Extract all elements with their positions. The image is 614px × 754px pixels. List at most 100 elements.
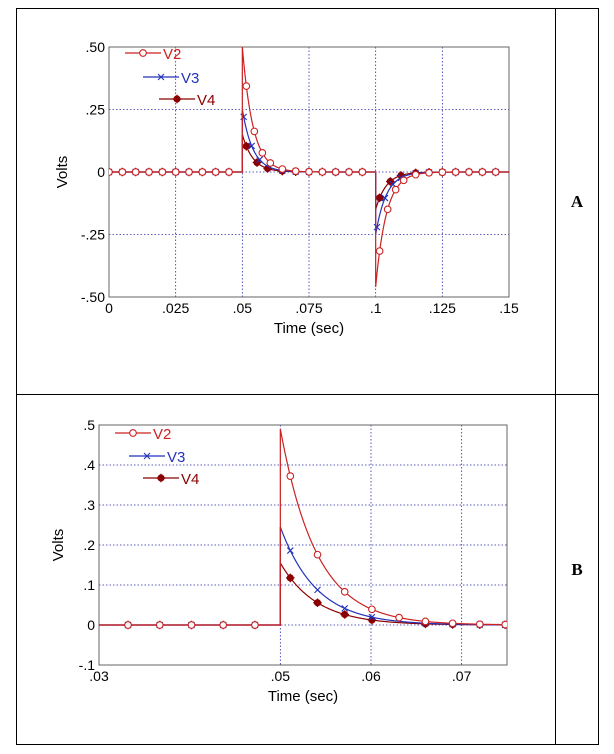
plot-layer bbox=[109, 47, 509, 288]
x-tick-label: .1 bbox=[370, 300, 382, 316]
data-point-v3 bbox=[248, 142, 256, 150]
chart-a: 0 .025 .05 .075 .1 .125 .15 .50 .25 0 -.25 -.50 Time… bbox=[54, 39, 519, 337]
data-point-v3 bbox=[286, 547, 294, 554]
y-tick-label: .1 bbox=[83, 577, 95, 593]
series-line-v3 bbox=[99, 526, 507, 626]
x-tick-label: .05 bbox=[271, 668, 291, 684]
data-point-v2 bbox=[171, 168, 180, 176]
y-tick-label: .5 bbox=[83, 417, 95, 433]
data-point-v2 bbox=[286, 472, 295, 480]
legend-label-v2: V2 bbox=[163, 46, 181, 63]
legend-label-v3: V3 bbox=[167, 449, 185, 466]
data-point-v2 bbox=[211, 168, 220, 176]
y-tick-label: .3 bbox=[83, 497, 95, 513]
data-point-v2 bbox=[145, 168, 153, 176]
plot-area bbox=[98, 424, 508, 666]
data-point-v2 bbox=[198, 168, 207, 176]
data-point-v4 bbox=[340, 610, 350, 619]
data-point-v2 bbox=[399, 176, 408, 185]
data-point-v2 bbox=[242, 82, 251, 90]
y-axis-label: Volts bbox=[54, 156, 71, 189]
data-point-v2 bbox=[395, 613, 403, 622]
data-point-v3 bbox=[314, 586, 321, 594]
data-point-v2 bbox=[124, 621, 132, 629]
plot-layer bbox=[99, 428, 507, 630]
legend-marker-v3 bbox=[157, 73, 165, 81]
data-point-v2 bbox=[278, 165, 287, 173]
legend: V2 V3 V4 bbox=[115, 426, 199, 488]
data-point-v2 bbox=[158, 168, 167, 176]
data-point-v2 bbox=[383, 205, 392, 214]
y-tick-label: .2 bbox=[83, 537, 95, 553]
y-axis-label: Volts bbox=[50, 529, 67, 562]
data-point-v3 bbox=[341, 605, 349, 612]
data-point-v2 bbox=[250, 127, 259, 136]
data-point-v3 bbox=[256, 156, 264, 164]
series-line-v2 bbox=[99, 428, 507, 626]
y-tick-label: .25 bbox=[86, 102, 106, 118]
data-point-v2 bbox=[331, 168, 340, 176]
legend-marker-v4 bbox=[156, 473, 166, 483]
x-tick-label: .06 bbox=[361, 668, 381, 684]
data-point-v3 bbox=[373, 223, 381, 231]
data-point-v2 bbox=[109, 168, 113, 176]
data-point-v2 bbox=[425, 168, 433, 177]
data-point-v2 bbox=[491, 168, 500, 176]
panel-a-cell: 0 .025 .05 .075 .1 .125 .15 .50 .25 0 -.25 -.50 Time… bbox=[16, 8, 556, 395]
data-point-v2 bbox=[391, 185, 400, 194]
y-tick-label: -.25 bbox=[81, 227, 105, 243]
data-point-v2 bbox=[451, 168, 460, 176]
x-axis-label: Time (sec) bbox=[274, 320, 344, 337]
y-tick-label: .4 bbox=[83, 457, 95, 473]
data-point-v2 bbox=[251, 621, 259, 629]
data-point-v4 bbox=[286, 573, 295, 583]
data-point-v4-star bbox=[242, 141, 251, 151]
data-point-v2 bbox=[118, 168, 127, 176]
data-point-v2 bbox=[411, 170, 420, 179]
data-point-v2 bbox=[340, 587, 349, 596]
data-point-v2 bbox=[448, 619, 457, 628]
y-tick-label: -.1 bbox=[79, 657, 96, 673]
data-point-v2 bbox=[318, 168, 327, 176]
data-point-v2 bbox=[266, 159, 275, 167]
series-v2 bbox=[99, 428, 507, 629]
data-point-v2 bbox=[187, 621, 196, 629]
legend-marker-v4-star bbox=[172, 94, 182, 104]
x-tick-label: .07 bbox=[452, 668, 472, 684]
panel-b-label: B bbox=[555, 394, 599, 745]
data-point-v2 bbox=[501, 620, 507, 629]
x-axis-label: Time (sec) bbox=[268, 688, 338, 705]
data-point-v4 bbox=[313, 598, 322, 608]
data-point-v2 bbox=[358, 168, 367, 176]
data-point-v2 bbox=[225, 168, 233, 176]
data-point-v4-star bbox=[313, 598, 322, 608]
data-point-v2 bbox=[438, 168, 447, 177]
data-point-v3 bbox=[381, 194, 389, 202]
data-point-v4 bbox=[375, 193, 384, 203]
data-point-v2 bbox=[345, 168, 353, 176]
x-tick-label: .025 bbox=[162, 300, 189, 316]
data-point-v2 bbox=[421, 617, 430, 626]
data-point-v2 bbox=[258, 148, 267, 157]
series-v2 bbox=[109, 47, 509, 288]
x-tick-label: .125 bbox=[429, 300, 456, 316]
data-point-v4 bbox=[242, 141, 251, 151]
x-tick-label: 0 bbox=[105, 300, 113, 316]
data-point-v4-star bbox=[286, 573, 295, 583]
y-tick-label: 0 bbox=[97, 164, 105, 180]
data-point-v2 bbox=[465, 168, 473, 176]
data-point-v4-star bbox=[340, 610, 350, 619]
data-point-v2 bbox=[131, 168, 140, 176]
data-point-v2 bbox=[475, 620, 484, 629]
data-point-v2 bbox=[155, 621, 164, 629]
data-point-v2 bbox=[368, 605, 376, 614]
data-point-v2 bbox=[305, 167, 313, 176]
x-tick-label: .03 bbox=[89, 668, 109, 684]
legend-marker-v4 bbox=[172, 94, 182, 104]
series-v4 bbox=[99, 560, 507, 630]
series-v3 bbox=[99, 526, 507, 629]
panel-b-cell: .03 .05 .06 .07 .5 .4 .3 .2 .1 0 -.1 Time (sec) Volt… bbox=[16, 394, 556, 745]
legend-marker-v4-star bbox=[156, 473, 166, 483]
data-point-v3 bbox=[240, 113, 248, 121]
chart-b: .03 .05 .06 .07 .5 .4 .3 .2 .1 0 -.1 Time (sec) Volt… bbox=[50, 417, 508, 705]
